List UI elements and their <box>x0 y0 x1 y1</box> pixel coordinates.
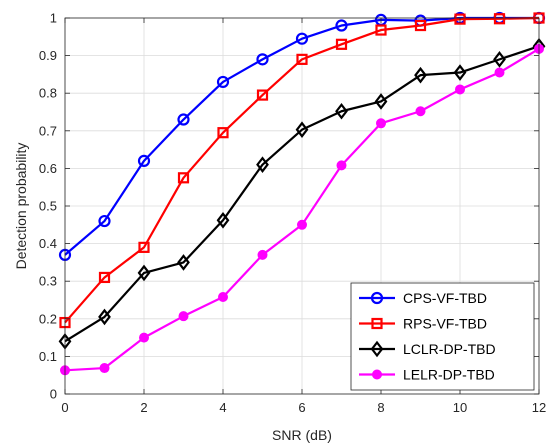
data-point <box>98 214 111 228</box>
data-point <box>98 308 111 326</box>
data-point <box>454 13 466 25</box>
data-point <box>455 84 465 95</box>
data-point <box>257 249 268 260</box>
data-point <box>415 106 426 117</box>
x-tick-label: 10 <box>453 400 467 415</box>
legend-item: CPS-VF-TBD <box>359 290 487 306</box>
y-tick-label: 0.2 <box>39 311 57 326</box>
legend-label: RPS-VF-TBD <box>403 316 487 332</box>
y-tick-label: 0 <box>50 387 57 402</box>
data-point <box>139 332 149 343</box>
data-point <box>336 160 347 171</box>
data-point <box>99 363 110 374</box>
series-line <box>64 45 540 343</box>
legend-label: LCLR-DP-TBD <box>403 341 496 357</box>
data-point <box>137 154 151 167</box>
data-point <box>296 53 308 65</box>
data-point <box>494 67 505 78</box>
data-point <box>218 291 228 302</box>
x-tick-label: 8 <box>377 400 384 415</box>
legend-label: CPS-VF-TBD <box>403 290 487 306</box>
data-point <box>98 271 111 284</box>
data-point <box>295 32 309 45</box>
legend-label: LELR-DP-TBD <box>403 367 495 383</box>
data-point <box>256 53 269 66</box>
data-point <box>297 219 307 230</box>
legend-item: RPS-VF-TBD <box>359 316 487 332</box>
y-tick-label: 0.1 <box>39 349 57 364</box>
data-point <box>374 93 388 110</box>
legend-marker <box>370 340 384 358</box>
y-tick-label: 0.7 <box>39 123 57 138</box>
data-point <box>295 121 309 138</box>
x-tick-label: 4 <box>219 400 226 415</box>
x-tick-label: 2 <box>140 400 147 415</box>
data-point <box>493 51 506 68</box>
x-tick-label: 6 <box>298 400 305 415</box>
data-point <box>216 75 230 89</box>
data-point <box>493 13 506 25</box>
data-point <box>177 172 190 184</box>
series-lelr-dp-tbd <box>60 43 544 376</box>
data-point <box>376 118 386 129</box>
legend-item: LELR-DP-TBD <box>359 367 495 383</box>
data-point <box>138 241 150 253</box>
legend-marker <box>372 369 382 380</box>
data-point <box>256 89 269 101</box>
data-point <box>335 38 348 50</box>
data-point <box>137 264 151 282</box>
data-point <box>177 113 190 126</box>
data-point <box>414 19 427 32</box>
data-point <box>217 127 229 139</box>
legend-item: LCLR-DP-TBD <box>359 340 496 358</box>
data-point <box>453 64 467 81</box>
y-tick-label: 0.4 <box>39 236 57 251</box>
y-tick-label: 1 <box>50 11 57 26</box>
legend-marker <box>371 317 383 330</box>
y-tick-label: 0.9 <box>39 48 57 63</box>
x-tick-label: 0 <box>61 400 68 415</box>
data-point <box>256 156 269 173</box>
data-point <box>375 24 387 36</box>
series-lclr-dp-tbd <box>58 37 546 350</box>
y-tick-label: 0.5 <box>39 199 57 214</box>
data-point <box>178 311 189 322</box>
y-axis-label: Detection probability <box>13 143 29 270</box>
data-point <box>335 102 348 120</box>
legend: CPS-VF-TBD RPS-VF-TBD LCLR-DP-TBD LELR-DP-T… <box>350 282 535 391</box>
data-point <box>335 19 348 32</box>
y-tick-label: 0.3 <box>39 274 57 289</box>
y-tick-label: 0.8 <box>39 86 57 101</box>
data-point <box>414 66 427 84</box>
x-tick-label: 12 <box>532 400 546 415</box>
x-axis-label: SNR (dB) <box>272 427 332 443</box>
legend-marker <box>370 291 384 305</box>
data-point <box>177 254 190 271</box>
y-tick-label: 0.6 <box>39 161 57 176</box>
data-point <box>216 211 230 229</box>
